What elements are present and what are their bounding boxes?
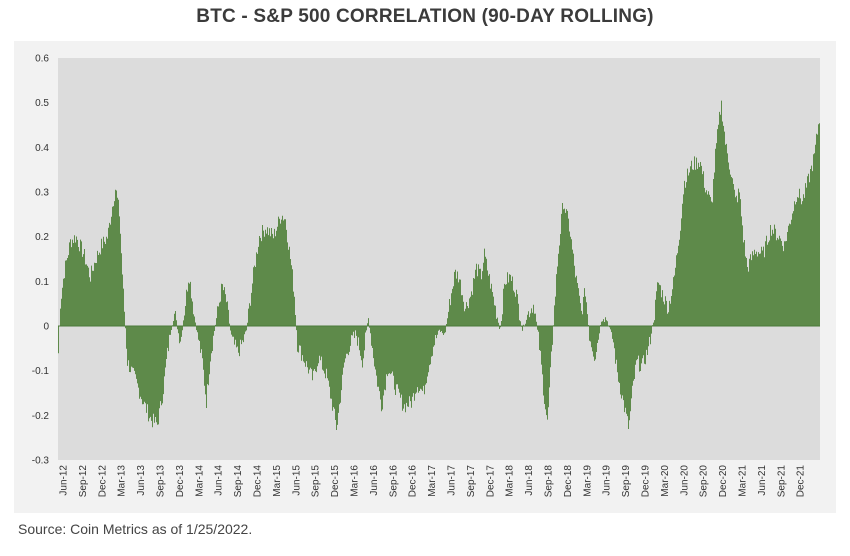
x-tick-label: Dec-15 — [330, 465, 341, 498]
y-tick-label: 0.2 — [35, 232, 49, 243]
x-tick-label: Jun-15 — [291, 465, 302, 496]
x-tick-label: Mar-16 — [350, 465, 361, 497]
y-tick-label: 0.6 — [35, 54, 49, 65]
y-tick-label: -0.1 — [32, 366, 50, 377]
x-tick-label: Mar-15 — [272, 465, 283, 497]
x-tick-label: Dec-14 — [253, 465, 264, 498]
x-tick-label: Sep-19 — [621, 465, 632, 498]
y-tick-label: 0.5 — [35, 98, 49, 109]
source-note: Source: Coin Metrics as of 1/25/2022. — [18, 521, 253, 537]
x-tick-label: Mar-19 — [582, 465, 593, 497]
x-tick-label: Jun-21 — [757, 465, 768, 496]
x-tick-label: Dec-20 — [718, 465, 729, 498]
x-tick-label: Sep-13 — [156, 465, 167, 498]
x-tick-label: Dec-21 — [796, 465, 807, 498]
y-tick-label: -0.3 — [32, 456, 50, 467]
correlation-chart: 0.6 0.5 0.4 0.3 0.2 0.1 0 -0.1 -0.2 -0.3 Jun-12 Se… — [32, 54, 820, 498]
x-tick-label: Dec-16 — [408, 465, 419, 498]
x-tick-label: Jun-18 — [524, 465, 535, 496]
y-tick-label: -0.2 — [32, 411, 50, 422]
x-tick-label: Dec-17 — [485, 465, 496, 498]
x-tick-label: Sep-20 — [699, 465, 710, 498]
x-tick-label: Jun-14 — [214, 465, 225, 496]
x-tick-label: Mar-21 — [738, 465, 749, 497]
x-tick-label: Sep-12 — [78, 465, 89, 498]
x-tick-label: Jun-13 — [136, 465, 147, 496]
x-tick-label: Sep-18 — [544, 465, 555, 498]
x-tick-label: Jun-17 — [447, 465, 458, 496]
y-tick-label: 0 — [43, 322, 49, 333]
y-tick-label: 0.4 — [35, 143, 49, 154]
x-tick-label: Dec-18 — [563, 465, 574, 498]
x-tick-label: Dec-19 — [641, 465, 652, 498]
x-tick-label: Sep-21 — [776, 465, 787, 498]
y-tick-label: 0.3 — [35, 188, 49, 199]
x-tick-label: Sep-17 — [466, 465, 477, 498]
chart-title: BTC - S&P 500 CORRELATION (90-DAY ROLLIN… — [196, 6, 654, 27]
x-tick-label: Mar-18 — [505, 465, 516, 497]
x-tick-label: Mar-14 — [194, 465, 205, 497]
x-tick-label: Mar-17 — [427, 465, 438, 497]
x-tick-label: Sep-15 — [311, 465, 322, 498]
y-tick-label: 0.1 — [35, 277, 49, 288]
x-tick-label: Jun-16 — [369, 465, 380, 496]
x-tick-label: Dec-12 — [97, 465, 108, 498]
chart-frame: 0.6 0.5 0.4 0.3 0.2 0.1 0 -0.1 -0.2 -0.3 Jun-12 Se… — [14, 41, 836, 513]
x-tick-label: Mar-13 — [117, 465, 128, 497]
x-tick-label: Sep-14 — [233, 465, 244, 498]
x-tick-label: Jun-12 — [59, 465, 70, 496]
x-tick-label: Jun-19 — [602, 465, 613, 496]
x-tick-label: Sep-16 — [388, 465, 399, 498]
x-tick-label: Jun-20 — [679, 465, 690, 496]
correlation-area-series — [58, 100, 820, 430]
x-tick-label: Dec-13 — [175, 465, 186, 498]
x-tick-label: Mar-20 — [660, 465, 671, 497]
